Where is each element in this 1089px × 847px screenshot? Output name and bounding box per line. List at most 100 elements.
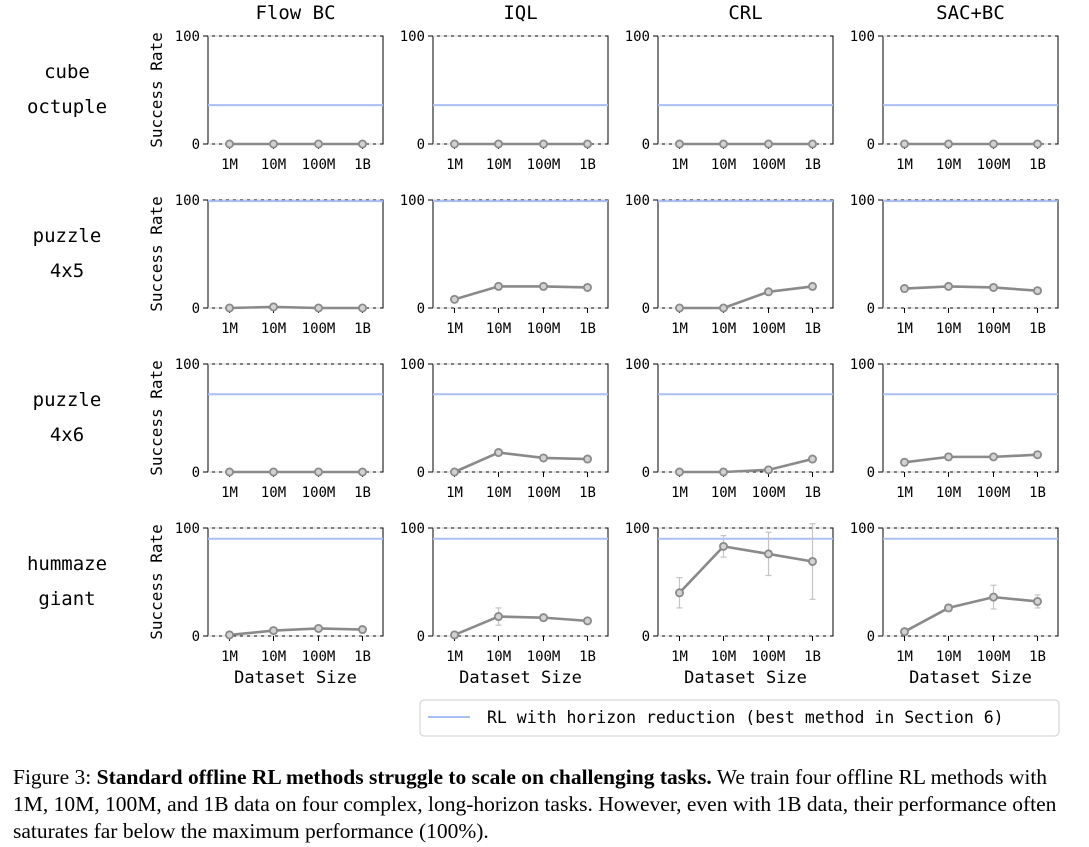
data-point xyxy=(944,281,954,291)
data-point xyxy=(357,139,367,149)
x-tick-label: 1B xyxy=(579,157,596,173)
x-axis-label: Dataset Size xyxy=(459,668,582,688)
x-tick-label: 1M xyxy=(896,321,913,337)
y-axis-label: Success Rate xyxy=(147,196,166,312)
y-tick-label: 0 xyxy=(192,465,200,481)
data-point xyxy=(493,448,503,458)
x-tick-label: 10M xyxy=(936,485,961,501)
x-axis-label: Dataset Size xyxy=(909,668,1032,688)
data-point xyxy=(764,287,774,297)
data-point xyxy=(539,281,549,291)
data-point xyxy=(989,592,999,602)
y-axis-label: Success Rate xyxy=(147,32,166,148)
x-tick-label: 100M xyxy=(752,485,786,501)
series-line xyxy=(903,595,1038,633)
x-tick-label: 10M xyxy=(486,321,511,337)
panel: 0 100 1M 10M 100M 1B Success Rate Dataset Size xyxy=(147,521,384,688)
panel: 0 100 1M 10M 100M 1B xyxy=(400,193,609,337)
data-point xyxy=(675,467,685,477)
data-point xyxy=(1033,139,1043,149)
data-point xyxy=(1033,596,1043,606)
x-tick-label: 100M xyxy=(752,649,786,665)
data-point xyxy=(493,139,503,149)
series-line xyxy=(453,615,588,637)
panel: 0 100 1M 10M 100M 1B Success Rate xyxy=(147,193,384,337)
x-tick-label: 1M xyxy=(671,485,688,501)
data-point xyxy=(224,467,234,477)
legend-box xyxy=(419,699,1060,737)
data-point xyxy=(719,467,729,477)
data-point xyxy=(719,139,729,149)
data-point xyxy=(268,139,278,149)
series-line xyxy=(229,305,363,310)
x-axis-label: Dataset Size xyxy=(684,668,807,688)
panel: 0 100 1M 10M 100M 1B Success Rate xyxy=(147,357,384,501)
data-point xyxy=(449,294,459,304)
data-point xyxy=(675,588,685,598)
x-tick-label: 1M xyxy=(896,649,913,665)
x-tick-label: 1B xyxy=(354,321,371,337)
data-point xyxy=(493,281,503,291)
x-tick-label: 100M xyxy=(527,157,561,173)
x-tick-label: 100M xyxy=(977,649,1011,665)
data-point xyxy=(539,453,549,463)
y-tick-label: 0 xyxy=(417,465,425,481)
x-tick-label: 1B xyxy=(579,321,596,337)
x-tick-label: 1M xyxy=(221,649,238,665)
x-tick-label: 1M xyxy=(671,321,688,337)
panel: 0 100 1M 10M 100M 1B Dataset Size xyxy=(625,521,834,688)
row-label: puzzle xyxy=(33,225,102,247)
x-tick-label: 1M xyxy=(221,157,238,173)
x-tick-label: 100M xyxy=(527,485,561,501)
data-point xyxy=(900,139,910,149)
y-tick-label: 0 xyxy=(642,137,650,153)
series-line xyxy=(454,285,588,301)
x-tick-label: 1B xyxy=(354,649,371,665)
data-point xyxy=(268,626,278,636)
data-point xyxy=(583,282,593,292)
x-tick-label: 1M xyxy=(446,321,463,337)
series-line xyxy=(229,627,363,637)
y-axis-label: Success Rate xyxy=(147,360,166,476)
x-tick-label: 1B xyxy=(1029,321,1046,337)
caption-prefix: Figure 3: xyxy=(13,765,97,789)
x-tick-label: 100M xyxy=(302,649,336,665)
data-point xyxy=(675,303,685,313)
x-tick-label: 100M xyxy=(752,321,786,337)
data-point xyxy=(493,612,503,622)
y-tick-label: 0 xyxy=(642,465,650,481)
axes-frame xyxy=(207,199,384,309)
x-tick-label: 10M xyxy=(711,157,736,173)
x-tick-label: 1M xyxy=(896,485,913,501)
x-tick-label: 1B xyxy=(354,485,371,501)
y-tick-label: 100 xyxy=(625,193,650,209)
data-point xyxy=(539,613,549,623)
x-tick-label: 1B xyxy=(1029,157,1046,173)
y-tick-label: 100 xyxy=(175,29,200,45)
y-tick-label: 100 xyxy=(400,193,425,209)
data-point xyxy=(675,139,685,149)
data-point xyxy=(808,556,818,566)
data-point xyxy=(313,139,323,149)
x-tick-label: 10M xyxy=(261,649,286,665)
x-tick-label: 1B xyxy=(804,485,821,501)
x-axis-label: Dataset Size xyxy=(234,668,357,688)
data-point xyxy=(764,549,774,559)
data-point xyxy=(449,630,459,640)
y-tick-label: 0 xyxy=(642,301,650,317)
x-tick-label: 100M xyxy=(302,157,336,173)
y-tick-label: 0 xyxy=(642,629,650,645)
axes-frame xyxy=(207,363,384,473)
y-tick-label: 100 xyxy=(400,29,425,45)
y-tick-label: 100 xyxy=(850,193,875,209)
panel: 0 100 1M 10M 100M 1B xyxy=(850,357,1059,501)
panel: 0 100 1M 10M 100M 1B Success Rate xyxy=(147,29,384,173)
row-label: cube xyxy=(44,61,90,83)
x-tick-label: 10M xyxy=(261,321,286,337)
data-point xyxy=(313,303,323,313)
panel: 0 100 1M 10M 100M 1B xyxy=(625,193,834,337)
panel: 0 100 1M 10M 100M 1B Dataset Size xyxy=(850,521,1059,688)
x-tick-label: 100M xyxy=(302,485,336,501)
figure-3-chart: Flow BC IQL CRL SAC+BC cube octuple puzzle 4x5 p… xyxy=(27,2,1060,737)
row-label: puzzle xyxy=(33,389,102,411)
